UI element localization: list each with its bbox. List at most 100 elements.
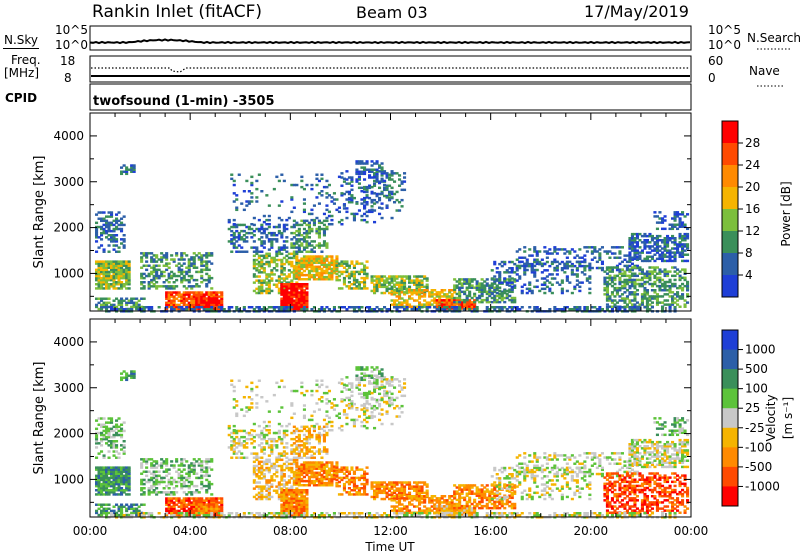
velocity-cell [107,480,111,484]
power-cell [588,291,592,295]
power-cell [383,281,387,284]
power-cell [598,248,602,251]
velocity-cell [207,460,211,463]
power-cell [661,219,665,222]
velocity-cell [180,474,184,478]
power-cell [295,273,299,277]
power-cell [292,236,296,239]
velocity-cell [195,484,199,488]
power-cell [658,217,662,220]
power-cell [115,272,119,276]
power-cell [650,306,654,309]
power-cell [681,247,685,250]
power-cell [285,254,289,258]
velocity-cell [180,458,184,461]
power-cell [543,283,547,286]
power-cell [117,260,121,263]
power-cell [287,295,291,298]
velocity-cell [127,466,131,469]
power-cell [105,276,109,280]
velocity-cell [117,489,121,492]
velocity-cell [250,437,254,441]
power-cell [658,234,662,238]
power-cell [600,266,604,270]
power-cell [535,252,539,255]
power-cell [342,281,346,284]
power-cell [232,236,236,239]
power-cell [335,268,339,272]
power-cell [172,260,176,263]
velocity-cell [120,470,124,473]
power-cell [265,254,269,258]
power-cell [295,183,299,187]
power-cell [295,255,299,258]
power-cell [305,183,309,187]
power-cell [285,289,289,292]
power-cell [110,303,114,307]
power-cell [603,276,607,280]
power-cell [633,282,637,286]
power-cell [523,264,527,268]
power-cell [635,245,639,248]
colorbar-box [722,253,738,276]
velocity-cell [125,513,129,517]
power-cell [280,246,284,249]
power-cell [495,300,499,304]
power-cell [530,266,534,270]
power-cell [658,253,662,256]
power-cell [262,262,266,266]
power-cell [630,278,634,282]
power-cell [260,279,264,282]
power-cell [605,289,609,292]
power-cell [623,264,627,268]
power-cell [220,303,224,307]
velocity-cell [115,478,119,482]
power-cell [285,297,289,300]
power-cell [97,217,101,220]
power-cell [352,270,356,274]
velocity-cell [195,472,199,475]
power-cell [337,220,341,224]
power-cell [473,292,477,296]
power-cell [210,306,214,309]
power-cell [277,246,281,249]
power-cell [122,262,126,265]
power-cell [350,272,354,276]
power-cell [100,227,104,231]
power-cell [170,308,174,311]
power-cell [468,303,472,306]
power-cell [603,289,607,292]
power-cell [415,279,419,282]
power-cell [247,202,251,205]
velocity-cell [142,487,146,490]
velocity-cell [260,456,264,459]
velocity-cell [232,444,236,447]
power-cell [600,268,604,272]
power-cell [630,266,634,269]
power-cell [628,264,632,268]
power-cell [187,293,191,296]
velocity-cell [182,480,186,484]
power-cell [110,264,114,267]
velocity-cell [125,374,129,377]
velocity-cell [112,480,116,484]
power-cell [150,278,154,282]
power-cell [578,260,582,264]
velocity-cell [120,468,124,471]
power-cell [200,293,204,296]
power-cell [132,170,136,173]
power-cell [493,300,497,304]
power-cell [342,270,346,274]
power-cell [681,297,685,300]
power-cell [655,243,659,246]
power-cell [513,306,517,309]
velocity-cell [115,476,119,480]
power-cell [142,308,146,311]
nsky-label: N.Sky [4,33,38,47]
power-cell [550,273,554,276]
power-cell [187,270,191,274]
power-cell [505,289,509,293]
power-cell [390,196,394,199]
velocity-cell [277,435,281,439]
power-cell [555,252,559,255]
